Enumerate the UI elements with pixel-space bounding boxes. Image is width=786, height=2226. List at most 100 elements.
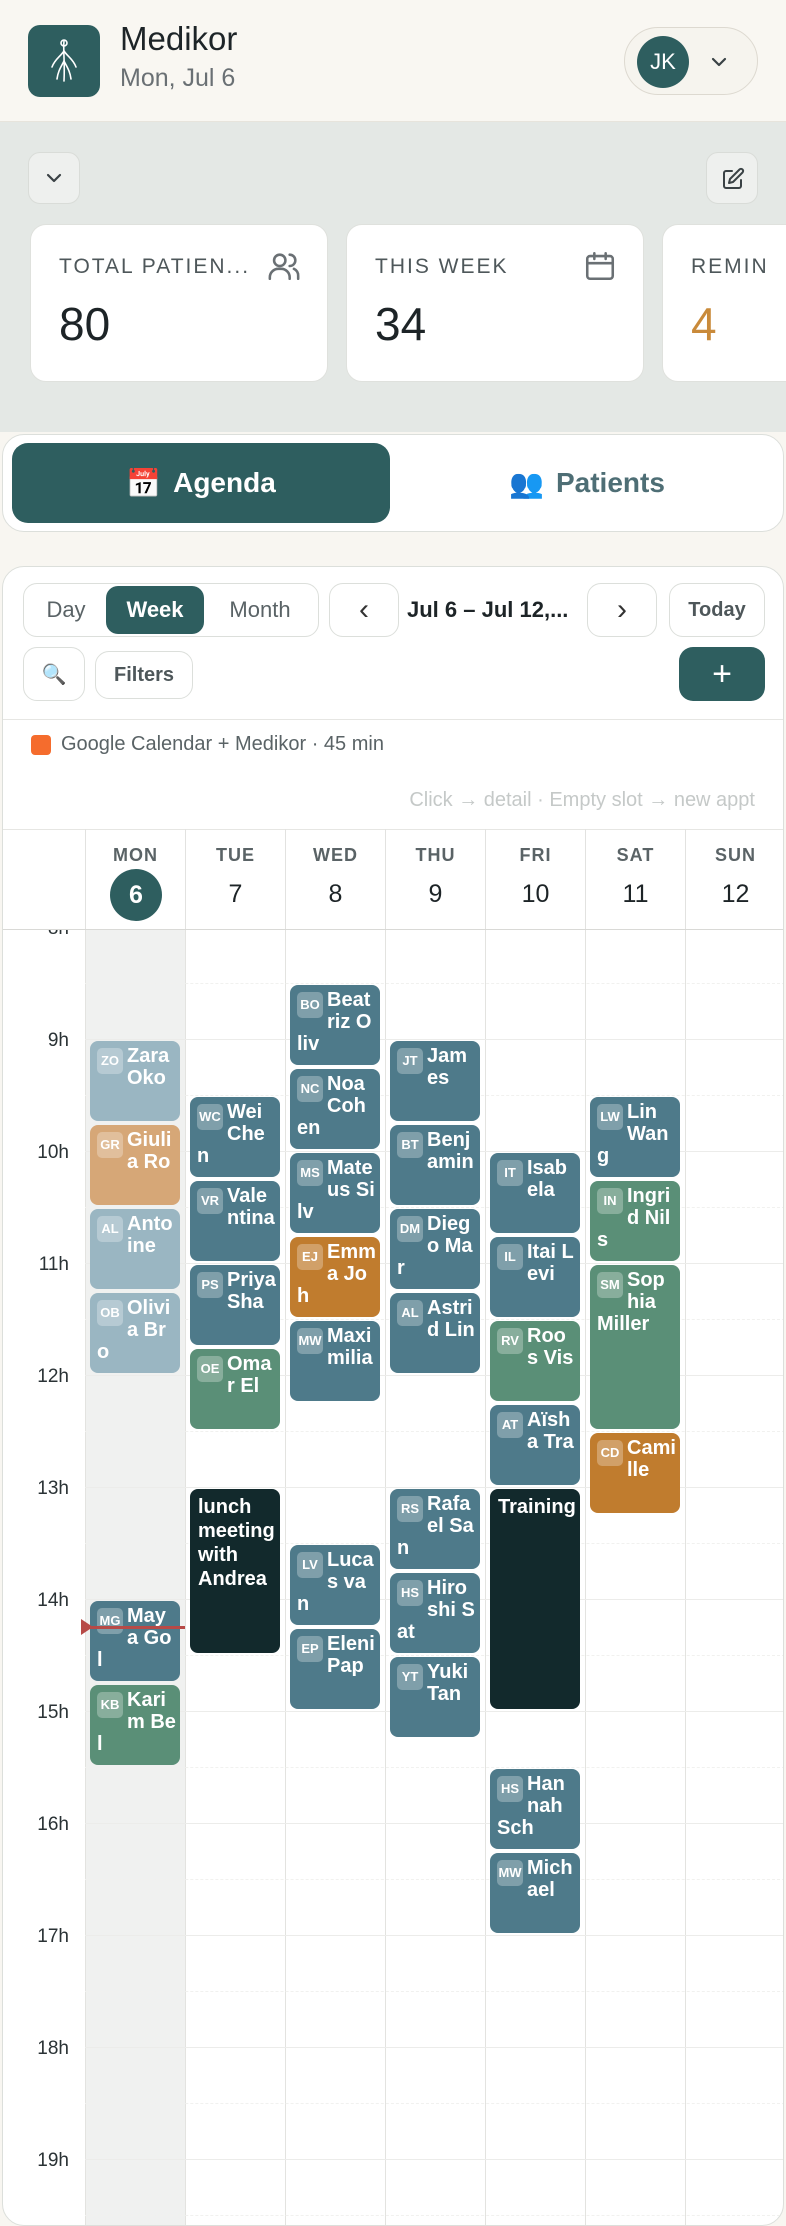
day-number: 9 bbox=[428, 880, 443, 908]
appointment-card[interactable]: MS Mateus Silv bbox=[290, 1153, 380, 1233]
tab-agenda[interactable]: 📅 Agenda bbox=[12, 443, 390, 523]
stat-card-reminders[interactable]: REMIN 4 bbox=[662, 224, 786, 382]
hour-line bbox=[85, 2159, 783, 2160]
appointment-card[interactable]: BO Beatriz Oliv bbox=[290, 985, 380, 1065]
appointment-card[interactable]: HS Hiroshi Sat bbox=[390, 1573, 480, 1653]
search-button[interactable]: 🔍 bbox=[23, 647, 85, 701]
appointment-card[interactable]: OE Omar El bbox=[190, 1349, 280, 1429]
patient-name: Lin Wang bbox=[597, 1101, 669, 1167]
calendar-event-block[interactable]: lunch meeting with Andrea bbox=[190, 1489, 280, 1653]
add-appointment-button[interactable]: + bbox=[679, 647, 765, 701]
patient-initials-badge: PS bbox=[197, 1272, 223, 1298]
filters-button[interactable]: Filters bbox=[95, 651, 193, 699]
appointment-card[interactable]: MW Michael bbox=[490, 1853, 580, 1933]
appointment-card[interactable]: EP Eleni Pap bbox=[290, 1629, 380, 1709]
appointment-card[interactable]: ZO Zara Oko bbox=[90, 1041, 180, 1121]
patient-initials-badge: SM bbox=[597, 1272, 623, 1298]
patient-name: James bbox=[427, 1045, 468, 1089]
view-day-button[interactable]: Day bbox=[46, 597, 86, 622]
appointment-card[interactable]: OB Olivia Bro bbox=[90, 1293, 180, 1373]
appointment-card[interactable]: JT James bbox=[390, 1041, 480, 1121]
tab-patients[interactable]: 👥 Patients bbox=[398, 443, 776, 523]
appointment-card[interactable]: LV Lucas van bbox=[290, 1545, 380, 1625]
stat-card-this-week[interactable]: THIS WEEK 34 bbox=[346, 224, 644, 382]
appointment-card[interactable]: NC Noa Cohen bbox=[290, 1069, 380, 1149]
patient-initials-badge: RV bbox=[497, 1328, 523, 1354]
patient-name: Aïsha Tra bbox=[527, 1409, 574, 1453]
edit-stats-button[interactable] bbox=[706, 152, 758, 204]
appointment-card[interactable]: DM Diego Mar bbox=[390, 1209, 480, 1289]
column-divider bbox=[685, 930, 686, 2225]
divider bbox=[3, 719, 783, 720]
users-icon bbox=[268, 253, 300, 281]
collapse-stats-button[interactable] bbox=[28, 152, 80, 204]
patient-name: Wei Chen bbox=[197, 1101, 265, 1167]
appointment-card[interactable]: RV Roos Vis bbox=[490, 1321, 580, 1401]
today-date-badge: 6 bbox=[110, 869, 162, 921]
half-hour-line bbox=[85, 1431, 783, 1432]
calendar-panel: Day Week Month ‹ Jul 6 – Jul 12,... › To… bbox=[2, 566, 784, 2226]
app-logo[interactable] bbox=[28, 25, 100, 97]
appointment-card[interactable]: RS Rafael San bbox=[390, 1489, 480, 1569]
today-button[interactable]: Today bbox=[669, 583, 765, 637]
appointment-card[interactable]: LW Lin Wang bbox=[590, 1097, 680, 1177]
user-avatar: JK bbox=[637, 36, 689, 88]
chevron-down-icon bbox=[46, 173, 62, 183]
patient-name: Isabela bbox=[527, 1157, 568, 1201]
patient-name: Camille bbox=[627, 1437, 676, 1481]
view-week-button[interactable]: Week bbox=[106, 586, 204, 634]
patient-initials-badge: VR bbox=[197, 1188, 223, 1214]
calendar-icon bbox=[585, 251, 615, 281]
week-grid[interactable]: 8h 9h 10h 11h 12h 13h 14h 15h 16h 17h 18h 19h ZOZara… bbox=[3, 929, 783, 2225]
half-hour-line bbox=[85, 1879, 783, 1880]
patient-initials-badge: HS bbox=[497, 1776, 523, 1802]
appointment-card[interactable]: YT Yuki Tan bbox=[390, 1657, 480, 1737]
calendar-emoji-icon: 📅 bbox=[126, 467, 162, 499]
chevron-down-icon bbox=[711, 57, 727, 67]
day-header-sun[interactable]: SUN 12 bbox=[685, 829, 783, 929]
appointment-card[interactable]: IN Ingrid Nils bbox=[590, 1181, 680, 1261]
day-header-thu[interactable]: THU 9 bbox=[385, 829, 485, 929]
appointment-card[interactable]: AT Aïsha Tra bbox=[490, 1405, 580, 1485]
day-number: 10 bbox=[521, 880, 550, 908]
appointment-card[interactable]: KB Karim Bel bbox=[90, 1685, 180, 1765]
patient-name: Zara Oko bbox=[127, 1045, 170, 1089]
user-menu-button[interactable]: JK bbox=[624, 27, 758, 95]
day-name: MON bbox=[113, 845, 158, 865]
hour-line bbox=[85, 1375, 783, 1376]
stat-value: 4 bbox=[691, 298, 717, 350]
view-month-button[interactable]: Month bbox=[229, 597, 291, 622]
appointment-card[interactable]: WC Wei Chen bbox=[190, 1097, 280, 1177]
appointment-card[interactable]: AL Astrid Lin bbox=[390, 1293, 480, 1373]
patient-initials-badge: EP bbox=[297, 1636, 323, 1662]
hour-label: 18h bbox=[37, 2038, 69, 2059]
appointment-card[interactable]: EJ Emma Joh bbox=[290, 1237, 380, 1317]
patient-initials-badge: YT bbox=[397, 1664, 423, 1690]
day-header-tue[interactable]: TUE 7 bbox=[185, 829, 285, 929]
day-header-wed[interactable]: WED 8 bbox=[285, 829, 385, 929]
patient-initials-badge: RS bbox=[397, 1496, 423, 1522]
date-range-label: Jul 6 – Jul 12,... bbox=[407, 597, 569, 622]
patient-initials-badge: BO bbox=[297, 992, 323, 1018]
appointment-card[interactable]: IL Itai Levi bbox=[490, 1237, 580, 1317]
appointment-card[interactable]: CD Camille bbox=[590, 1433, 680, 1513]
appointment-card[interactable]: SM Sophia Miller bbox=[590, 1265, 680, 1429]
stat-card-total-patients[interactable]: TOTAL PATIEN... 80 bbox=[30, 224, 328, 382]
appointment-card[interactable]: VR Valentina bbox=[190, 1181, 280, 1261]
appointment-card[interactable]: AL Antoine bbox=[90, 1209, 180, 1289]
appointment-card[interactable]: MW Maximilia bbox=[290, 1321, 380, 1401]
day-header-mon[interactable]: MON 6 bbox=[85, 829, 185, 929]
appointment-card[interactable]: HS Hannah Sch bbox=[490, 1769, 580, 1849]
prev-week-button[interactable]: ‹ bbox=[329, 583, 399, 637]
day-header-sat[interactable]: SAT 11 bbox=[585, 829, 685, 929]
appointment-card[interactable]: MG Maya Gol bbox=[90, 1601, 180, 1681]
day-header-fri[interactable]: FRI 10 bbox=[485, 829, 585, 929]
appointment-card[interactable]: BT Benjamin bbox=[390, 1125, 480, 1205]
appointment-card[interactable]: IT Isabela bbox=[490, 1153, 580, 1233]
calendar-source-color-dot bbox=[31, 735, 51, 755]
calendar-event-block[interactable]: Training bbox=[490, 1489, 580, 1709]
appointment-card[interactable]: PS Priya Sha bbox=[190, 1265, 280, 1345]
next-week-button[interactable]: › bbox=[587, 583, 657, 637]
day-name: WED bbox=[313, 845, 358, 865]
appointment-card[interactable]: GR Giulia Ro bbox=[90, 1125, 180, 1205]
